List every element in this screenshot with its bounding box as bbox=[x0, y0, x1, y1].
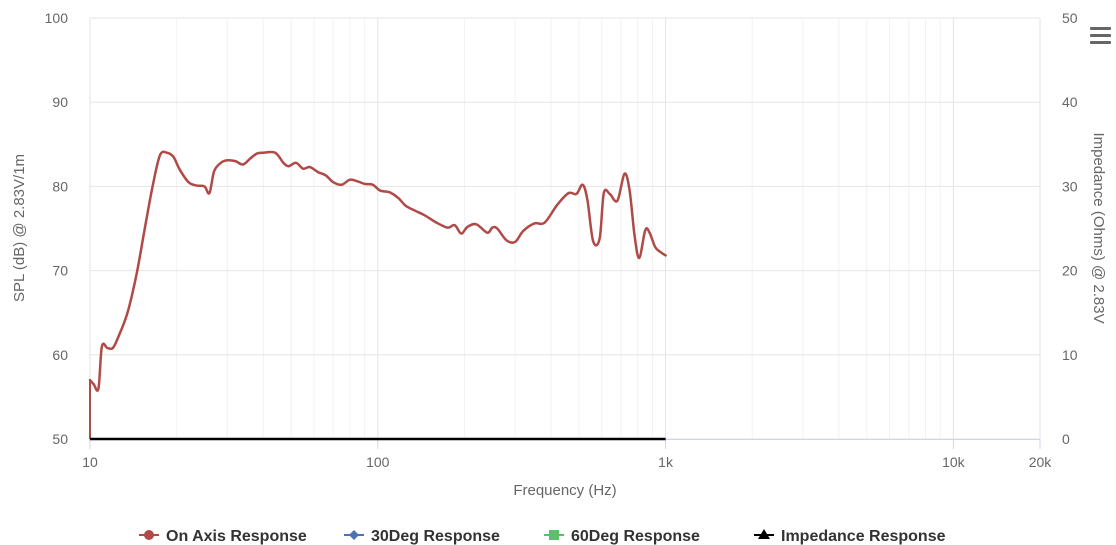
legend-label: 60Deg Response bbox=[571, 528, 700, 545]
on-axis-response-line bbox=[88, 150, 667, 392]
y-right-tick-label: 20 bbox=[1062, 263, 1078, 279]
y-left-tick-label: 60 bbox=[52, 347, 68, 363]
x-tick-label: 20k bbox=[1029, 454, 1053, 470]
y-left-tick-label: 100 bbox=[45, 10, 69, 26]
y-left-tick-label: 50 bbox=[52, 431, 68, 447]
legend-label: On Axis Response bbox=[166, 528, 307, 545]
legend-label: 30Deg Response bbox=[371, 528, 500, 545]
legend-triangle-marker bbox=[758, 529, 770, 539]
x-tick-label: 10k bbox=[942, 454, 966, 470]
y-right-tick-label: 30 bbox=[1062, 178, 1078, 194]
y-right-tick-label: 0 bbox=[1062, 431, 1070, 447]
hamburger-menu-icon[interactable] bbox=[1086, 21, 1116, 49]
x-tick-label: 1k bbox=[658, 454, 674, 470]
legend: On Axis Response 30Deg Response 60Deg Resp… bbox=[139, 528, 946, 545]
legend-circle-marker bbox=[144, 530, 154, 540]
tick-labels: 10 100 1k 10k 20k 50 60 70 80 90 100 0 10 20 30 40 50 bbox=[45, 10, 1078, 470]
x-tick-label: 100 bbox=[366, 454, 390, 470]
legend-item-30deg-response[interactable]: 30Deg Response bbox=[344, 528, 500, 545]
legend-item-on-axis-response[interactable]: On Axis Response bbox=[139, 528, 307, 545]
legend-square-marker bbox=[549, 530, 559, 540]
y-right-tick-label: 50 bbox=[1062, 10, 1078, 26]
y-left-tick-label: 80 bbox=[52, 178, 68, 194]
y-left-tick-label: 70 bbox=[52, 263, 68, 279]
legend-item-impedance-response[interactable]: Impedance Response bbox=[754, 528, 946, 545]
y-left-axis-title: SPL (dB) @ 2.83V/1m bbox=[11, 154, 28, 302]
y-right-tick-label: 40 bbox=[1062, 94, 1078, 110]
legend-label: Impedance Response bbox=[781, 528, 946, 545]
series-group bbox=[88, 150, 667, 441]
legend-item-60deg-response[interactable]: 60Deg Response bbox=[544, 528, 700, 545]
y-left-tick-label: 90 bbox=[52, 94, 68, 110]
grid bbox=[89, 17, 1041, 440]
x-axis-title: Frequency (Hz) bbox=[513, 482, 616, 499]
y-right-axis-title: Impedance (Ohms) @ 2.83V bbox=[1090, 132, 1107, 323]
axes bbox=[89, 439, 1041, 449]
y-right-tick-label: 10 bbox=[1062, 347, 1078, 363]
x-tick-label: 10 bbox=[82, 454, 98, 470]
legend-diamond-marker bbox=[349, 530, 359, 540]
